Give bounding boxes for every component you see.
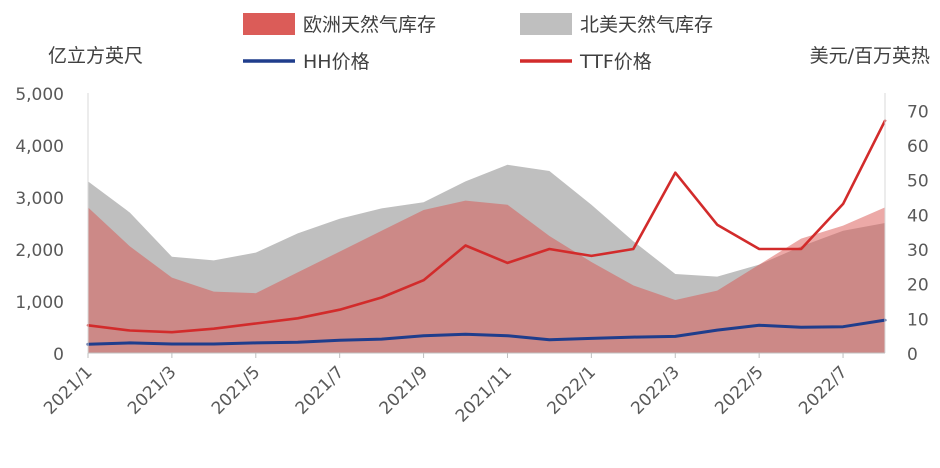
right-tick-label: 30 bbox=[907, 241, 929, 261]
right-tick-label: 60 bbox=[907, 137, 929, 157]
left-tick-label: 2,000 bbox=[15, 241, 64, 261]
x-tick-label: 2022/7 bbox=[795, 362, 851, 418]
right-tick-label: 10 bbox=[907, 310, 929, 330]
axis-units: 亿立方英尺 美元/百万英热 bbox=[48, 45, 930, 67]
plot-lines bbox=[86, 119, 887, 346]
right-tick-label: 70 bbox=[907, 102, 929, 122]
legend-swatch-north-america-storage bbox=[520, 13, 572, 35]
x-tick-label: 2021/9 bbox=[376, 362, 432, 418]
legend: 欧洲天然气库存 北美天然气库存 HH价格 TTF价格 bbox=[243, 13, 713, 73]
left-tick-label: 1,000 bbox=[15, 293, 64, 313]
right-tick-label: 20 bbox=[907, 276, 929, 296]
legend-label-europe-storage: 欧洲天然气库存 bbox=[303, 14, 436, 36]
x-tick-label: 2021/7 bbox=[292, 362, 348, 418]
right-tick-label: 0 bbox=[907, 345, 918, 365]
line-hh-price bbox=[86, 318, 887, 346]
legend-swatch-europe-storage bbox=[243, 13, 295, 35]
x-tick-label: 2022/5 bbox=[711, 362, 767, 418]
legend-label-hh-price: HH价格 bbox=[303, 51, 370, 73]
left-tick-label: 0 bbox=[53, 345, 64, 365]
plot-areas bbox=[88, 164, 885, 353]
left-tick-label: 4,000 bbox=[15, 137, 64, 157]
right-tick-label: 50 bbox=[907, 172, 929, 192]
right-tick-label: 40 bbox=[907, 206, 929, 226]
line-ttf-price bbox=[86, 119, 887, 334]
x-tick-label: 2021/5 bbox=[208, 362, 264, 418]
x-tick-label: 2022/1 bbox=[543, 362, 599, 418]
x-tick-label: 2021/1 bbox=[40, 362, 96, 418]
right-axis-unit: 美元/百万英热 bbox=[810, 45, 930, 67]
area-europe-storage bbox=[88, 200, 885, 353]
legend-label-ttf-price: TTF价格 bbox=[579, 51, 652, 73]
left-axis-unit: 亿立方英尺 bbox=[48, 45, 143, 67]
x-tick-label: 2021/3 bbox=[124, 362, 180, 418]
left-tick-label: 3,000 bbox=[15, 189, 64, 209]
legend-label-north-america-storage: 北美天然气库存 bbox=[580, 14, 713, 36]
x-tick-label: 2022/3 bbox=[627, 362, 683, 418]
x-tick-label: 2021/11 bbox=[452, 362, 516, 426]
left-tick-label: 5,000 bbox=[15, 85, 64, 105]
